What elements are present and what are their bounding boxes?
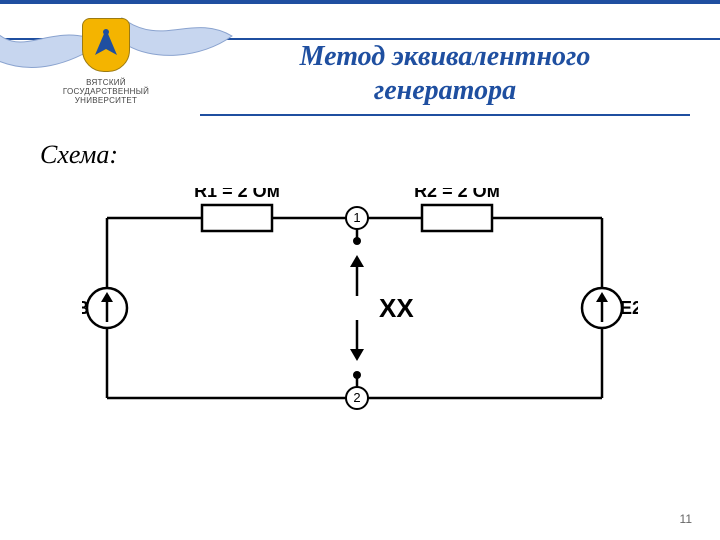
page-number: 11 — [680, 512, 692, 526]
svg-text:E2 = 2 В: E2 = 2 В — [620, 298, 638, 318]
circuit-diagram: 1 2 XX R1 = 2 Ом R2 = 2 Ом E1 = 6 В E2 = 2 В — [82, 188, 638, 428]
logo-line-3: УНИВЕРСИТЕТ — [62, 96, 150, 105]
title-line-1: Метод эквивалентного — [300, 41, 591, 72]
slide-title: Метод эквивалентного генератора — [200, 40, 690, 116]
university-logo: ВЯТСКИЙ ГОСУДАРСТВЕННЫЙ УНИВЕРСИТЕТ — [62, 18, 150, 105]
subheading: Схема: — [40, 140, 118, 170]
university-name: ВЯТСКИЙ ГОСУДАРСТВЕННЫЙ УНИВЕРСИТЕТ — [62, 78, 150, 105]
logo-line-2: ГОСУДАРСТВЕННЫЙ — [62, 87, 150, 96]
svg-text:E1 = 6 В: E1 = 6 В — [82, 298, 89, 318]
title-line-2: генератора — [374, 75, 516, 106]
svg-text:R2 = 2 Ом: R2 = 2 Ом — [414, 188, 500, 201]
svg-text:1: 1 — [353, 210, 360, 225]
shield-icon — [82, 18, 130, 72]
logo-line-1: ВЯТСКИЙ — [62, 78, 150, 87]
svg-text:R1 = 2 Ом: R1 = 2 Ом — [194, 188, 280, 201]
svg-text:2: 2 — [353, 390, 360, 405]
svg-text:XX: XX — [379, 293, 414, 323]
